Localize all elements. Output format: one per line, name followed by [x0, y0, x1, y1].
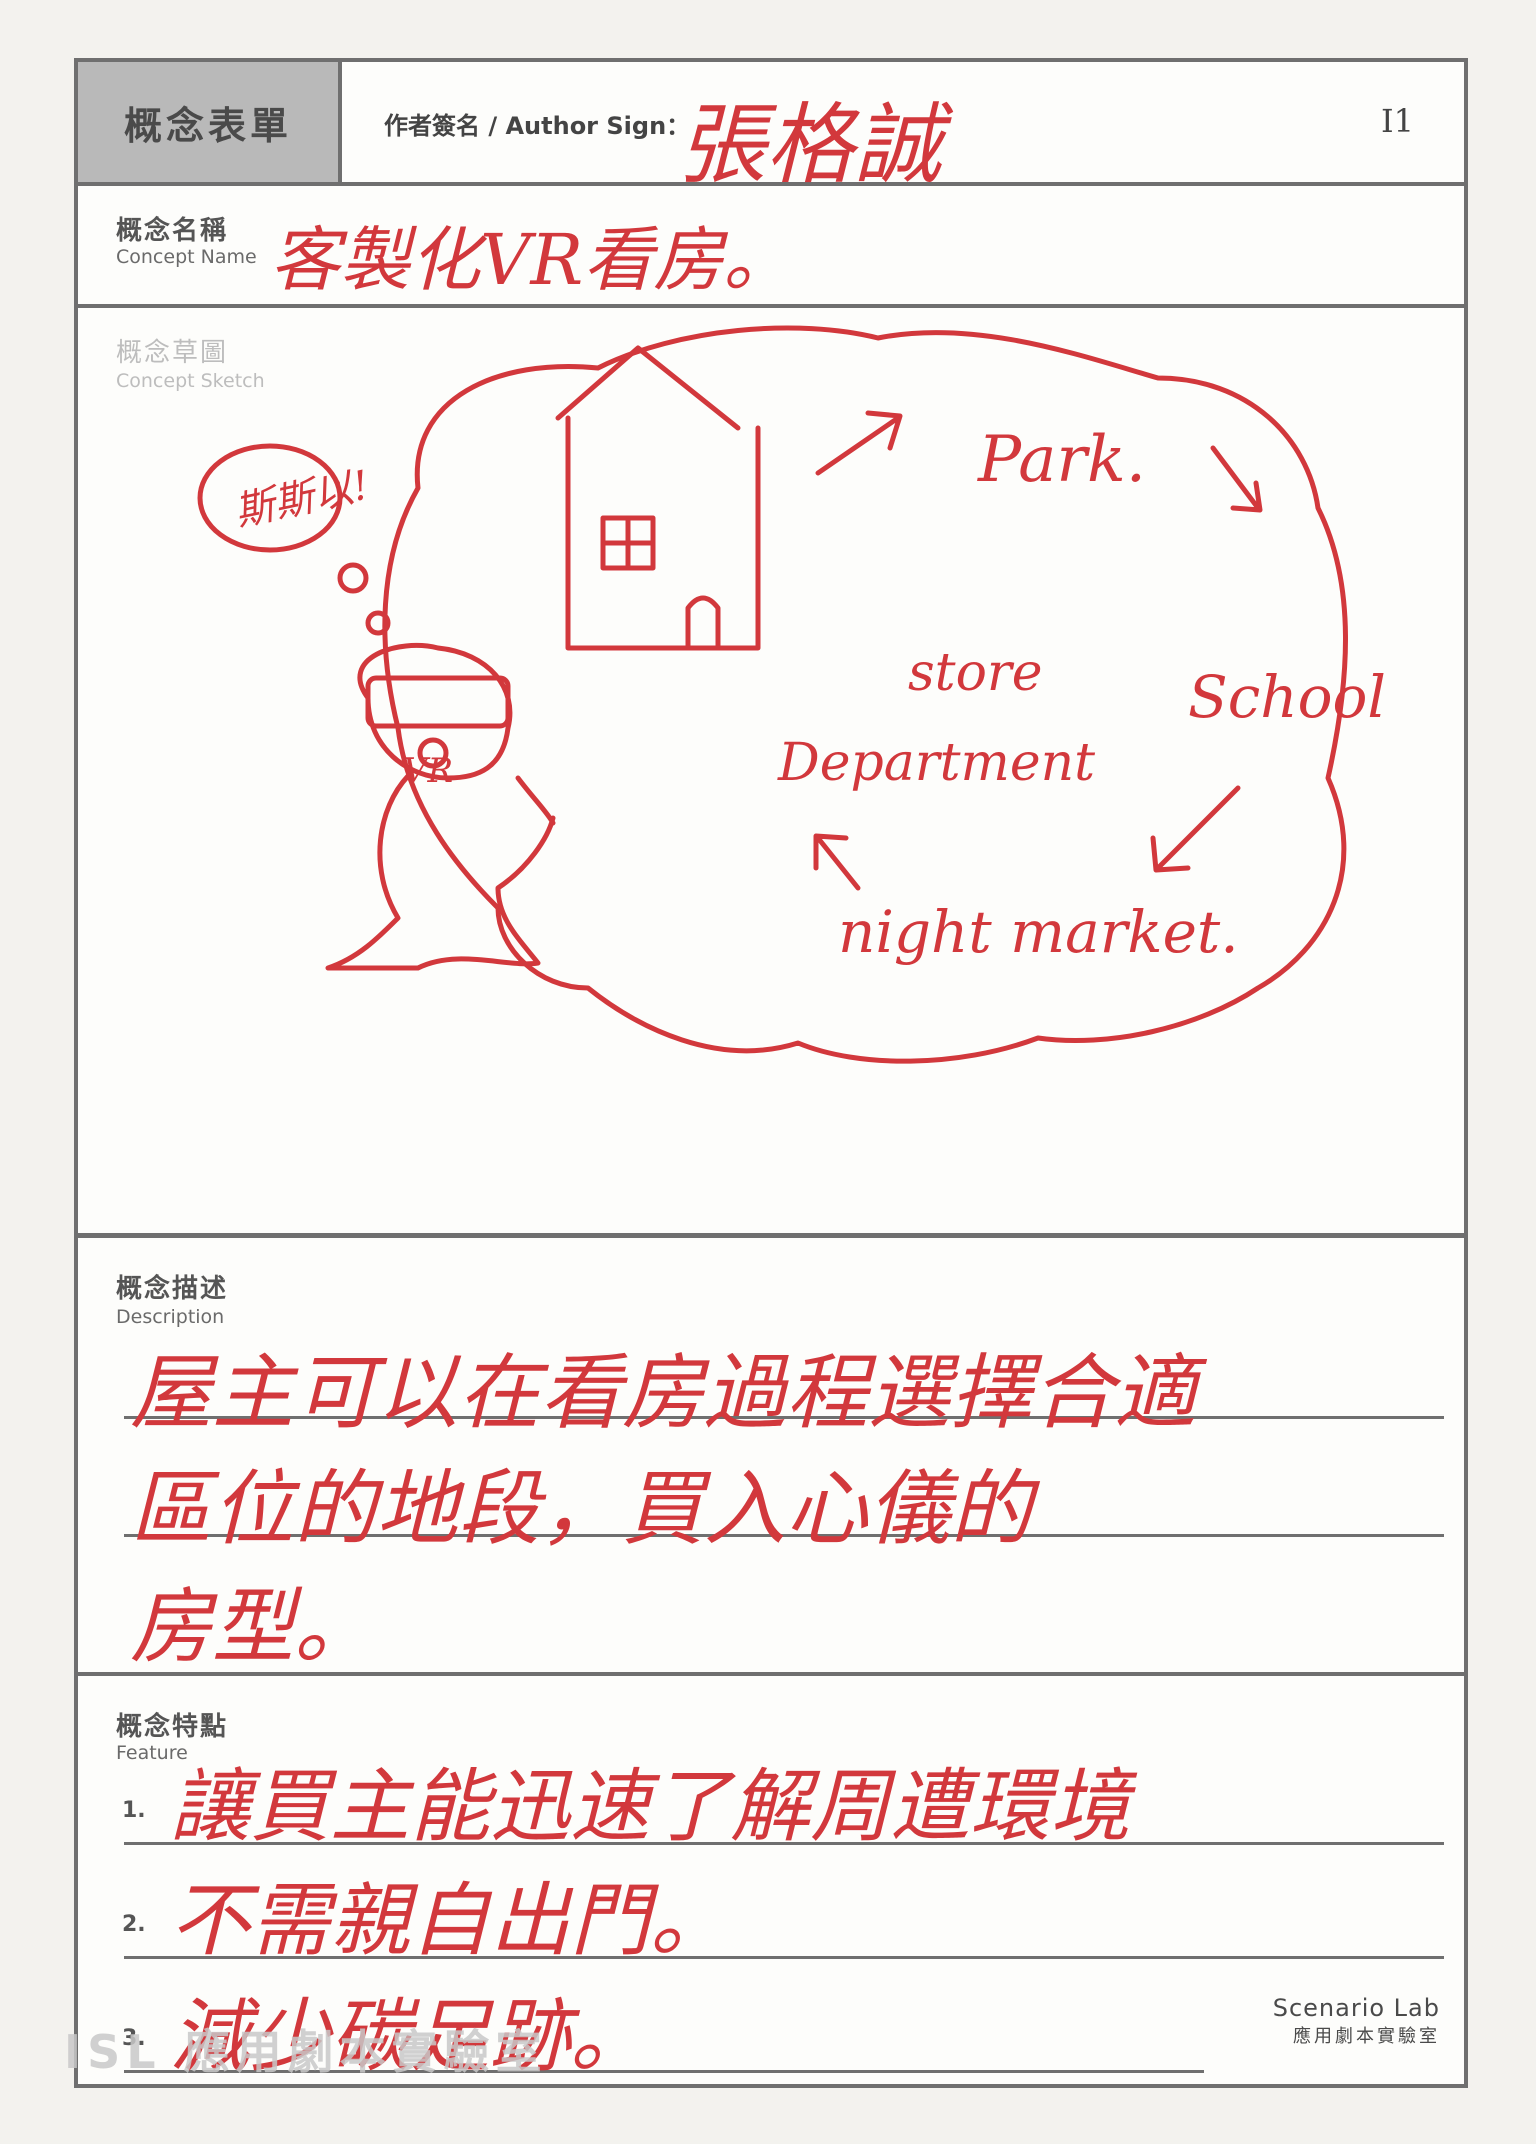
thought-bubble-icon: [365, 610, 391, 636]
description-line-2: 區位的地段，買入心儀的: [130, 1462, 1032, 1557]
headset-label: VR: [403, 751, 454, 791]
place-night-market: night market.: [838, 898, 1239, 966]
arrow-icon: [1150, 785, 1241, 873]
speech-circle-icon: [197, 443, 343, 553]
author-sign-label: 作者簽名 / Author Sign：: [384, 112, 691, 140]
description-row: 概念描述 Description 屋主可以在看房過程選擇合適 區位的地段，買入心…: [78, 1238, 1464, 1676]
feature-label-zh: 概念特點: [116, 1712, 229, 1742]
thought-bubble-icon: [337, 562, 369, 594]
place-school: School: [1188, 663, 1386, 731]
person-mouth-icon: [417, 737, 449, 769]
writing-line: [124, 1842, 1444, 1845]
person-body-icon: [325, 773, 556, 971]
concept-sketch-label-en: Concept Sketch: [116, 370, 265, 392]
feature-label-en: Feature: [116, 1742, 188, 1764]
feature-item-1: 讓買主能迅速了解周遭環境: [170, 1760, 1130, 1853]
description-label-en: Description: [116, 1306, 225, 1328]
description-label-zh: 概念描述: [116, 1274, 229, 1304]
place-park: Park.: [978, 423, 1147, 497]
brand-name-en: Scenario Lab: [1272, 1994, 1440, 2022]
feature-number-2: 2.: [122, 1912, 146, 1937]
concept-form-sheet: 概念表單 作者簽名 / Author Sign： 張格誠 I1 概念名稱 Con…: [74, 58, 1468, 2088]
writing-line: [124, 1534, 1444, 1537]
feature-item-2: 不需親自出門。: [170, 1874, 730, 1967]
concept-sketch-label-zh: 概念草圖: [116, 338, 229, 368]
arrow-icon: [813, 833, 861, 891]
concept-sketch-drawing: [197, 325, 1348, 1064]
description-line-1: 屋主可以在看房過程選擇合適: [130, 1346, 1196, 1441]
arrow-icon: [815, 410, 903, 476]
concept-sketch-row: 概念草圖 Concept Sketch: [78, 308, 1464, 1238]
place-department: Department: [778, 733, 1095, 793]
description-line-3: 房型。: [130, 1580, 376, 1675]
scenario-lab-brand: Scenario Lab 應用劇本實驗室: [1273, 1994, 1440, 2048]
concept-name-row: 概念名稱 Concept Name 客製化VR看房。: [78, 186, 1464, 308]
thought-cloud-outline: [382, 325, 1348, 1064]
feature-number-3: 3.: [122, 2026, 146, 2051]
place-store: store: [908, 643, 1043, 703]
arrow-icon: [1210, 445, 1263, 513]
brand-name-zh: 應用劇本實驗室: [1293, 2026, 1440, 2047]
writing-line: [124, 1956, 1444, 1959]
vr-headset-icon: [365, 675, 511, 729]
watermark: ISL 應用劇本實驗室: [64, 2025, 548, 2079]
house-door-icon: [685, 595, 721, 651]
concept-name-label-en: Concept Name: [116, 246, 257, 268]
writing-line: [124, 1416, 1444, 1419]
concept-name-value: 客製化VR看房。: [270, 219, 794, 301]
concept-name-label-zh: 概念名稱: [116, 216, 229, 246]
writing-line: [124, 2070, 1204, 2073]
feature-item-3: 減少碳足跡。: [170, 1990, 650, 2083]
form-title: 概念表單: [78, 62, 342, 182]
feature-row: 概念特點 Feature 1. 讓買主能迅速了解周遭環境 2. 不需親自出門。 …: [78, 1676, 1464, 2088]
sheet-id: I1: [1381, 102, 1414, 140]
house-icon: [555, 345, 761, 651]
author-signature: 張格誠: [678, 93, 943, 196]
feature-number-1: 1.: [122, 1798, 146, 1823]
header-row: 概念表單 作者簽名 / Author Sign： 張格誠 I1: [78, 62, 1464, 196]
